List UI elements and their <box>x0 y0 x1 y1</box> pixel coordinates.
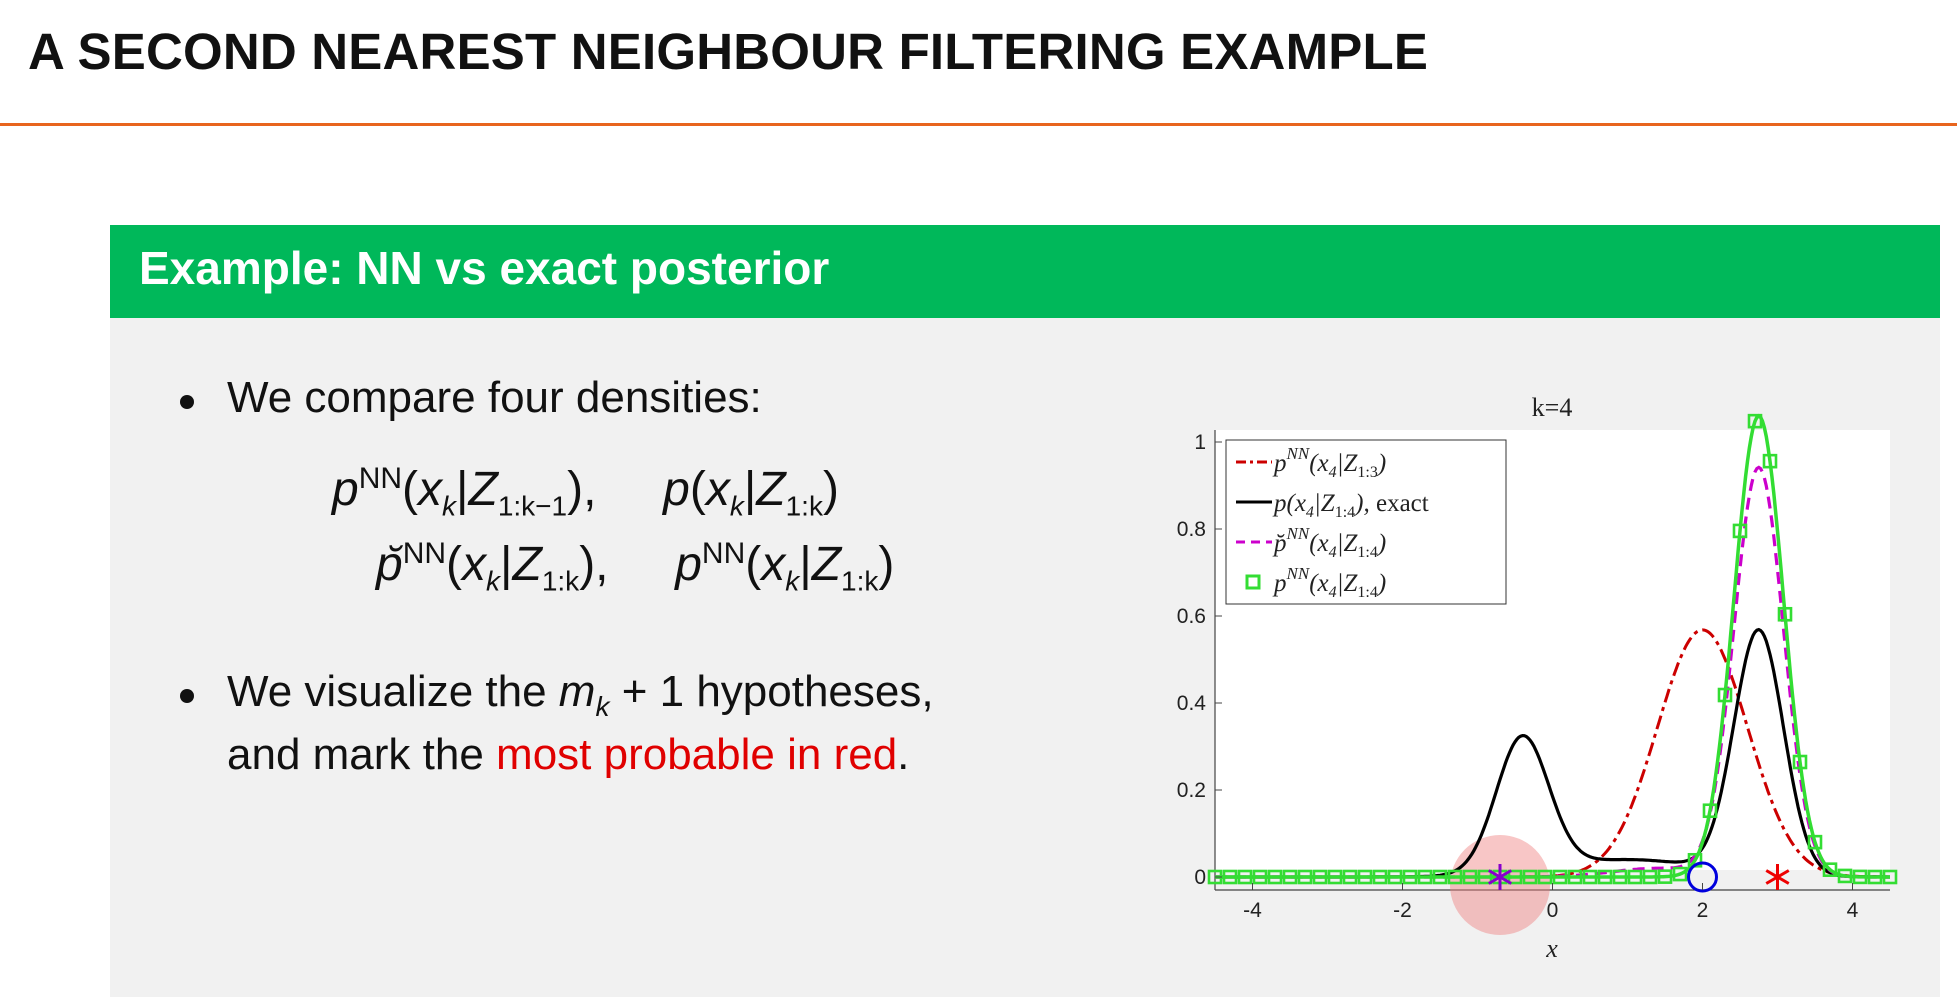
formula-row-1: pNN(xk|Z1:k−1), p(xk|Z1:k) <box>332 462 839 522</box>
nn-update-marker <box>1252 869 1268 885</box>
nn-update-marker <box>1447 869 1463 885</box>
y-tick-label: 0.6 <box>1177 605 1206 628</box>
bullet-compare-text: We compare four densities: <box>227 373 762 422</box>
nn-update-marker <box>1717 687 1733 703</box>
nn-update-marker <box>1582 869 1598 885</box>
nn-update-marker <box>1387 869 1403 885</box>
nn-update-marker <box>1402 869 1418 885</box>
nn-update-marker <box>1417 869 1433 885</box>
nn-update-marker <box>1597 869 1613 885</box>
nn-update-marker <box>1297 869 1313 885</box>
nn-update-marker <box>1762 453 1778 469</box>
nn-update-marker <box>1312 869 1328 885</box>
nn-update-marker <box>1642 869 1658 885</box>
bullet-dot <box>180 689 194 703</box>
slide-title: A SECOND NEAREST NEIGHBOUR FILTERING EXA… <box>28 23 1429 80</box>
nn-update-marker <box>1837 868 1853 884</box>
chart-legend: pNN(x4|Z1:3) p(x4|Z1:4), exact p̆NN(x4|Z… <box>1225 439 1507 605</box>
nn-update-marker <box>1327 869 1343 885</box>
formula-exact: p(xk|Z1:k) <box>663 463 839 522</box>
hypothesis-star <box>1487 864 1513 890</box>
nn-update-marker <box>1342 869 1358 885</box>
nn-update-marker <box>1612 869 1628 885</box>
nn-update-marker <box>1567 869 1583 885</box>
x-tick-label: -4 <box>1243 899 1262 922</box>
visualize-text: We visualize the <box>227 667 547 716</box>
mk-symbol: mk <box>558 667 610 722</box>
title-divider <box>0 123 1957 126</box>
most-probable-red-text: most probable in red <box>496 730 898 779</box>
nn-update-marker <box>1867 869 1883 885</box>
nn-update-marker <box>1822 862 1838 877</box>
nn-update-marker <box>1552 869 1568 885</box>
period: . <box>897 730 910 779</box>
nn-update-marker <box>1537 869 1553 885</box>
nn-update-marker <box>1522 869 1538 885</box>
chart-title: k=4 <box>1532 393 1573 422</box>
nn-update-marker <box>1237 869 1253 885</box>
curve-nn-update <box>1215 413 1890 879</box>
nn-update-marker <box>1882 869 1898 885</box>
nn-update-marker <box>1267 869 1283 885</box>
nn-update-marker <box>1372 869 1388 885</box>
hypothesis-circle <box>1687 861 1718 893</box>
nn-update-marker <box>1357 869 1373 885</box>
nn-update-marker <box>1792 754 1808 770</box>
nn-update-marker <box>1807 834 1823 850</box>
bullet-visualize-cont: and mark the most probable in red. <box>227 730 909 780</box>
x-tick-label: -2 <box>1393 899 1412 922</box>
formula-nn-prior: pNN(xk|Z1:k−1), <box>332 462 597 522</box>
legend-label-exact: p(x4|Z1:4), exact <box>1272 490 1429 521</box>
nn-update-marker <box>1732 523 1748 539</box>
nn-update-marker <box>1672 866 1688 882</box>
mark-text: and mark the <box>227 730 484 779</box>
formula-nn-update: pNN(xk|Z1:k) <box>675 537 895 597</box>
nn-update-marker <box>1657 869 1673 884</box>
nn-update-marker <box>1432 869 1448 885</box>
hypotheses-text: hypotheses, <box>696 667 934 716</box>
x-tick-label: 4 <box>1847 899 1859 922</box>
legend-swatch-nn-update <box>1245 574 1261 590</box>
x-tick-label: 2 <box>1697 899 1709 922</box>
y-tick-label: 0.8 <box>1177 518 1206 541</box>
nn-update-marker <box>1477 869 1493 885</box>
hypothesis-star <box>1765 864 1790 890</box>
density-chart: k=4 -4 -2 0 2 4 0 0.2 0.4 0.6 0.8 1 x pNN(x4|Z1:3… <box>1177 393 1898 963</box>
y-tick-label: 0.2 <box>1177 779 1206 802</box>
y-tick-label: 0 <box>1194 866 1206 889</box>
nn-update-marker <box>1462 869 1478 885</box>
nn-update-marker <box>1852 869 1868 885</box>
formula-nn-breve: p̆NN(xk|Z1:k), <box>376 537 609 597</box>
nn-update-marker <box>1627 869 1643 885</box>
nn-update-marker <box>1507 869 1523 885</box>
y-tick-label: 1 <box>1194 431 1206 454</box>
x-axis-label: x <box>1545 934 1558 963</box>
plus-one: + 1 <box>621 667 685 716</box>
x-tick-label: 0 <box>1547 899 1559 922</box>
block-title: Example: NN vs exact posterior <box>139 242 830 294</box>
nn-update-marker <box>1747 413 1763 429</box>
formula-row-2: p̆NN(xk|Z1:k), pNN(xk|Z1:k) <box>376 537 895 597</box>
y-tick-label: 0.4 <box>1177 692 1207 715</box>
nn-update-marker <box>1222 869 1238 885</box>
nn-update-marker <box>1777 606 1793 622</box>
nn-update-marker <box>1702 803 1718 819</box>
nn-update-marker <box>1282 869 1298 885</box>
bullet-dot <box>180 395 194 409</box>
block-header: Example: NN vs exact posterior <box>110 225 1940 318</box>
